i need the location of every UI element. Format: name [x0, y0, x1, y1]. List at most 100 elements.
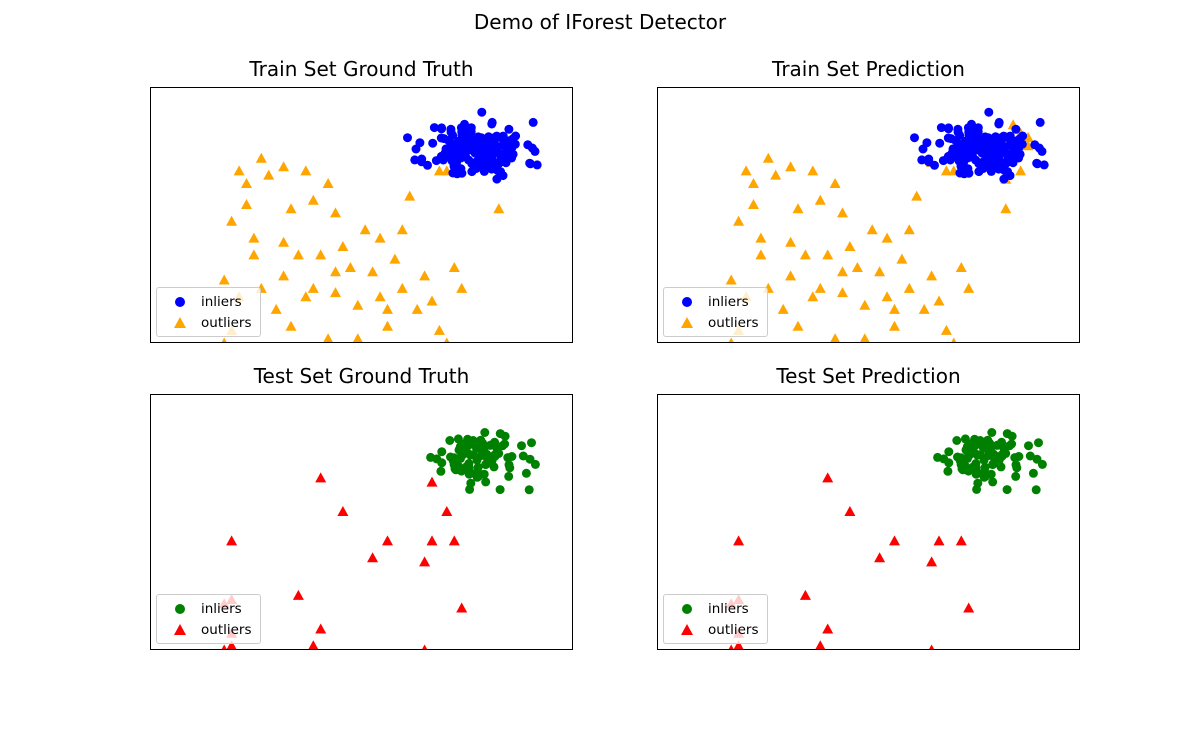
outlier-point	[762, 152, 774, 163]
outlier-point	[866, 224, 878, 235]
inlier-point	[490, 437, 500, 447]
outlier-point	[837, 287, 848, 298]
inlier-point	[975, 450, 985, 460]
inlier-point	[988, 477, 998, 487]
legend-entry-outliers: outliers	[672, 619, 759, 640]
outlier-point	[733, 535, 745, 546]
outlier-point	[226, 640, 237, 650]
inlier-point	[525, 159, 535, 169]
inlier-point	[1017, 139, 1027, 149]
outlier-point	[933, 535, 945, 546]
outlier-point	[396, 282, 408, 293]
inlier-point	[528, 117, 538, 127]
inlier-point	[987, 428, 997, 437]
inlier-point	[952, 436, 962, 445]
outlier-point	[928, 644, 935, 650]
inlier-point	[1035, 117, 1045, 127]
outlier-point	[344, 262, 356, 272]
inlier-point	[504, 471, 514, 481]
outlier-point	[226, 535, 238, 546]
inlier-point	[936, 123, 946, 133]
inlier-point	[482, 452, 492, 462]
inlier-point	[989, 147, 999, 157]
outlier-point	[330, 287, 341, 298]
legend-entry-inliers: inliers	[672, 291, 759, 312]
inlier-point	[498, 171, 508, 181]
inlier-point	[460, 119, 469, 129]
outlier-point	[352, 333, 364, 343]
inlier-point	[489, 462, 499, 472]
outlier-point	[1000, 203, 1012, 214]
inlier-point	[403, 133, 412, 143]
inlier-point	[996, 462, 1006, 472]
outlier-point	[770, 169, 782, 180]
outlier-point	[255, 152, 267, 163]
outlier-point	[315, 623, 327, 634]
outlier-point	[396, 224, 408, 235]
outlier-point	[226, 215, 238, 226]
inlier-point	[978, 157, 988, 167]
outlier-point	[785, 161, 797, 172]
inlier-point	[518, 451, 528, 461]
outlier-point	[950, 337, 957, 343]
outlier-point	[785, 236, 797, 247]
inlier-point	[444, 136, 454, 145]
inlier-point	[517, 441, 526, 451]
legend-label: inliers	[708, 293, 749, 310]
legend-label: outliers	[201, 314, 252, 331]
outlier-point	[421, 644, 428, 650]
inlier-point	[487, 164, 497, 174]
inlier-point	[479, 443, 489, 453]
legend: inliers outliers	[663, 287, 768, 337]
inlier-point	[988, 459, 998, 469]
inlier-point	[500, 431, 510, 441]
outlier-point	[426, 535, 438, 546]
outlier-point	[792, 203, 804, 214]
circle-marker-icon	[672, 602, 702, 616]
axes-frame	[150, 394, 573, 650]
outlier-point	[352, 299, 364, 310]
axes-frame	[657, 394, 1080, 650]
legend-label: outliers	[708, 314, 759, 331]
legend-label: inliers	[708, 600, 749, 617]
outlier-point	[889, 303, 900, 314]
inlier-point	[917, 155, 927, 165]
outlier-point	[330, 266, 341, 277]
outlier-point	[221, 337, 228, 343]
outlier-point	[851, 262, 863, 272]
outlier-point	[404, 190, 416, 201]
inlier-point	[472, 443, 481, 453]
inlier-point	[964, 168, 974, 178]
outlier-point	[792, 320, 804, 331]
panel-title: Train Set Prediction	[772, 57, 965, 81]
inlier-point	[507, 452, 517, 461]
inlier-point	[465, 484, 475, 494]
inlier-point	[1032, 159, 1042, 169]
inlier-point	[1001, 449, 1011, 458]
inlier-point	[468, 450, 478, 460]
outlier-point	[382, 320, 393, 331]
outlier-point	[307, 282, 319, 293]
outlier-point	[433, 165, 445, 176]
outlier-point	[433, 324, 445, 335]
panel-test-prediction: Test Set Prediction inliers outliers	[657, 364, 1080, 650]
legend-entry-outliers: outliers	[165, 312, 252, 333]
inlier-point	[1030, 140, 1040, 150]
outlier-point	[785, 270, 797, 281]
inlier-point	[968, 151, 977, 161]
outlier-point	[248, 232, 260, 243]
inlier-point	[1032, 454, 1042, 464]
inlier-point	[986, 443, 996, 453]
outlier-point	[367, 266, 379, 277]
outlier-point	[389, 253, 401, 264]
outlier-point	[270, 303, 282, 314]
legend-label: inliers	[201, 600, 242, 617]
inlier-point	[431, 156, 441, 166]
inlier-point	[415, 138, 425, 148]
inlier-point	[466, 127, 476, 137]
inlier-point	[1025, 451, 1035, 461]
inlier-point	[910, 133, 919, 143]
triangle-marker-icon	[165, 623, 195, 637]
outlier-point	[419, 556, 431, 567]
outlier-point	[755, 249, 767, 260]
